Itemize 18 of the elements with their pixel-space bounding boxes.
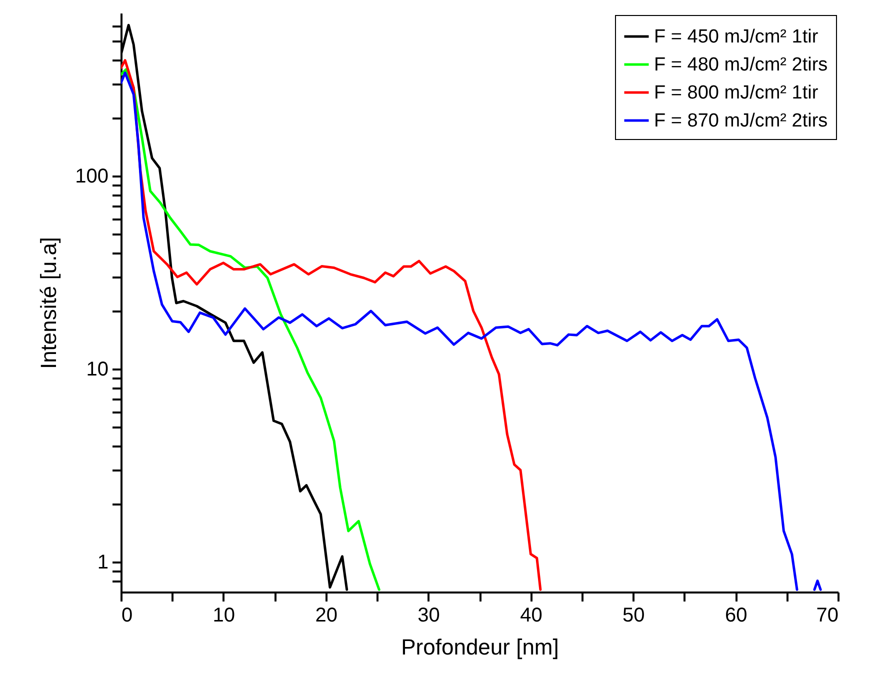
legend-label: F = 800 mJ/cm² 1tir (654, 82, 819, 104)
x-tick-label: 50 (622, 604, 645, 626)
y-tick-label: 1 (97, 552, 108, 574)
x-tick-label: 40 (520, 604, 542, 626)
x-tick-label: 70 (816, 604, 838, 626)
legend-label: F = 450 mJ/cm² 1tir (654, 26, 819, 48)
y-tick-label: 100 (75, 166, 108, 188)
legend-label: F = 870 mJ/cm² 2tirs (654, 110, 828, 132)
y-tick-label: 10 (86, 358, 108, 381)
x-axis-title: Profondeur [nm] (401, 634, 559, 660)
x-tick-label: 20 (315, 604, 338, 626)
x-tick-label: 10 (212, 604, 236, 626)
x-tick-label: 30 (418, 604, 440, 626)
legend-label: F = 480 mJ/cm² 2tirs (654, 54, 828, 76)
x-tick-label: 0 (122, 604, 133, 626)
line-series (121, 68, 380, 591)
x-tick-label: 60 (724, 604, 748, 626)
y-axis-title: Intensité [u.a] (36, 236, 62, 370)
